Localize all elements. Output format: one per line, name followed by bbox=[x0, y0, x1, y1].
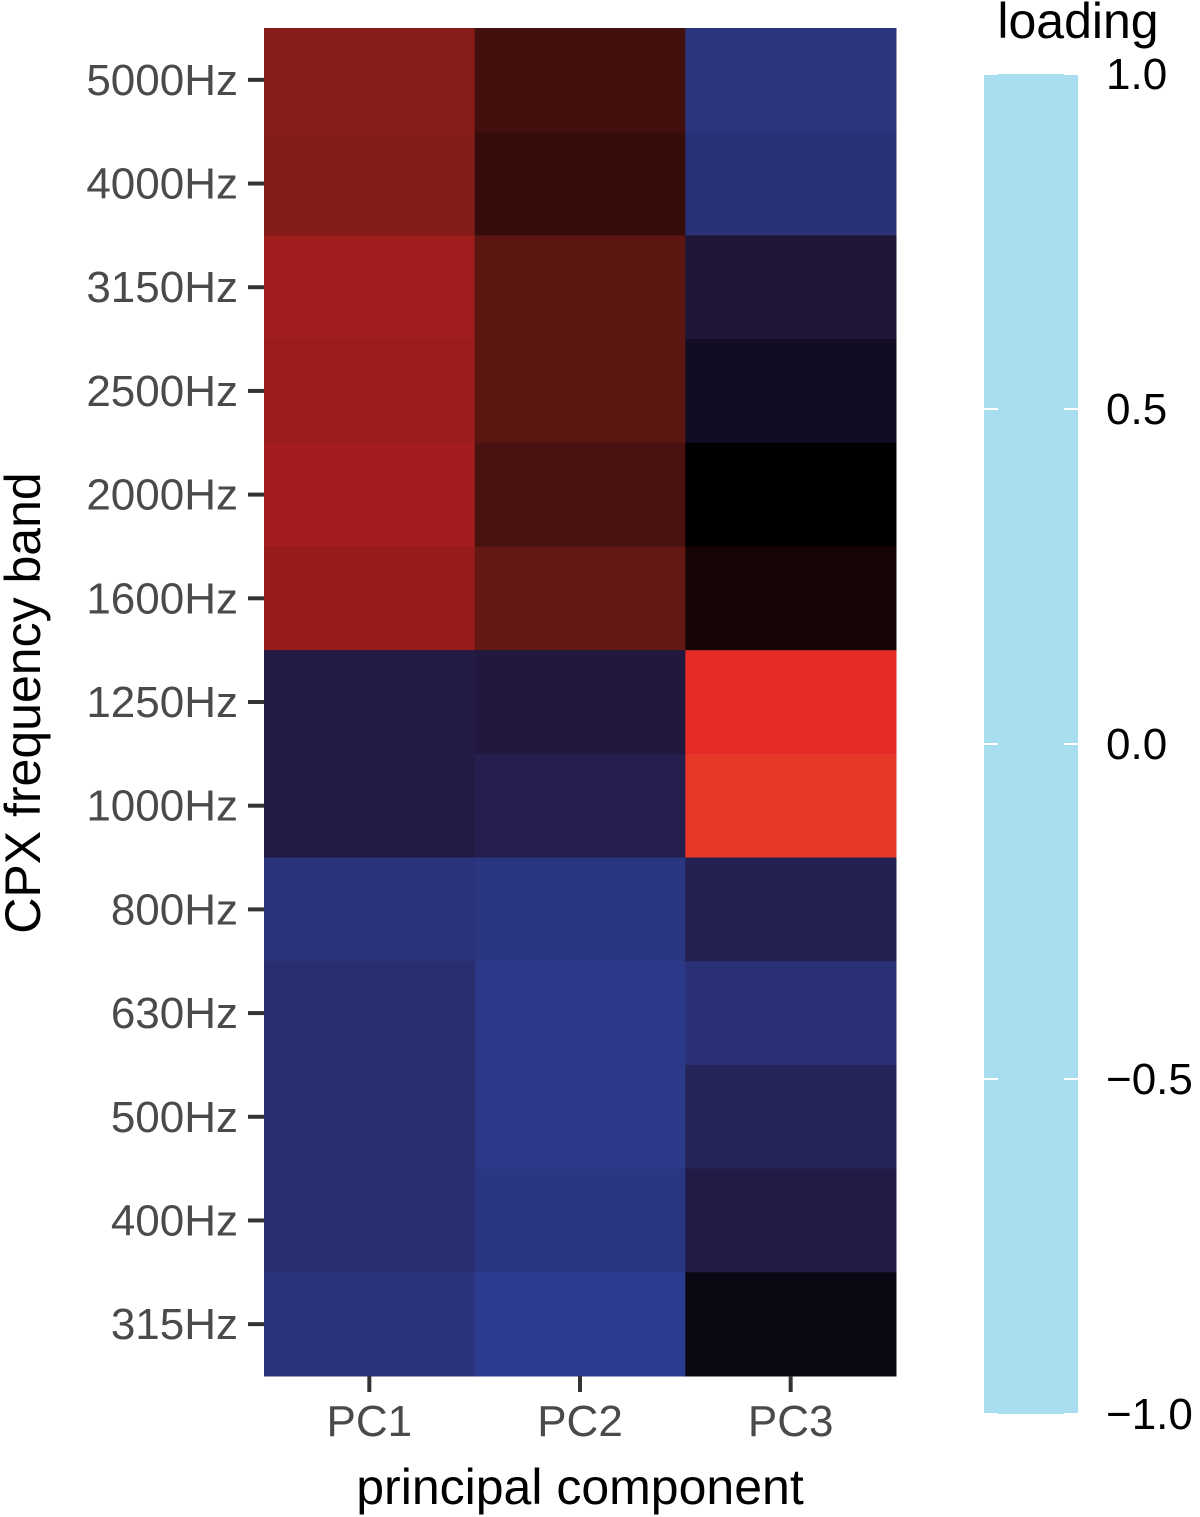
heatmap-cell bbox=[685, 1168, 897, 1273]
color-legend: loading 1.0 0.5 0.0 −0.5 −1.0 bbox=[984, 0, 1193, 1439]
heatmap-cell bbox=[264, 1272, 476, 1377]
heatmap-cell bbox=[474, 857, 686, 962]
legend-title: loading bbox=[997, 0, 1158, 49]
heatmap-cell bbox=[474, 1064, 686, 1170]
y-tick-label: 800Hz bbox=[111, 885, 238, 934]
x-axis: PC1 PC2 PC3 bbox=[327, 1376, 834, 1446]
y-tick-label: 3150Hz bbox=[86, 263, 238, 312]
heatmap-cell bbox=[685, 857, 897, 962]
heatmap-cell bbox=[685, 442, 897, 547]
y-tick-label: 500Hz bbox=[111, 1093, 238, 1142]
heatmap-cell bbox=[685, 961, 897, 1066]
y-tick-label: 1250Hz bbox=[86, 678, 238, 727]
heatmap-cell bbox=[264, 753, 476, 859]
heatmap-cell bbox=[264, 546, 476, 651]
heatmap-cell bbox=[264, 1064, 476, 1170]
heatmap-cell bbox=[474, 1272, 686, 1377]
heatmap-cell bbox=[474, 961, 686, 1066]
heatmap-cell bbox=[474, 650, 686, 755]
y-tick-label: 2000Hz bbox=[86, 471, 238, 520]
heatmap-cell bbox=[264, 339, 476, 444]
legend-tick-label: −0.5 bbox=[1106, 1055, 1193, 1104]
heatmap-cell bbox=[264, 650, 476, 755]
heatmap-cell bbox=[474, 546, 686, 651]
heatmap-cell bbox=[685, 339, 897, 444]
heatmap-cell bbox=[685, 235, 897, 340]
legend-tick-label: 0.5 bbox=[1106, 385, 1167, 434]
heatmap-cell bbox=[474, 235, 686, 340]
y-axis: 5000Hz 4000Hz 3150Hz 2500Hz 2000Hz 1600Hz 1250… bbox=[86, 56, 264, 1349]
heatmap-cell bbox=[685, 1064, 897, 1170]
x-tick-label: PC2 bbox=[537, 1397, 623, 1446]
heatmap-cell bbox=[474, 1168, 686, 1273]
heatmap-cell bbox=[685, 753, 897, 859]
y-axis-title: CPX frequency band bbox=[0, 472, 51, 933]
y-tick-label: 4000Hz bbox=[86, 160, 238, 209]
y-tick-label: 2500Hz bbox=[86, 367, 238, 416]
y-tick-label: 400Hz bbox=[111, 1196, 238, 1245]
legend-colorbar bbox=[984, 74, 1078, 1414]
heatmap-cells bbox=[264, 28, 897, 1377]
heatmap-cell bbox=[264, 235, 476, 340]
heatmap-cell bbox=[474, 28, 686, 133]
heatmap-cell bbox=[474, 442, 686, 547]
heatmap-cell bbox=[685, 131, 897, 236]
x-tick-label: PC3 bbox=[748, 1397, 834, 1446]
heatmap-cell bbox=[474, 339, 686, 444]
heatmap-cell bbox=[685, 650, 897, 755]
y-tick-label: 315Hz bbox=[111, 1300, 238, 1349]
heatmap-cell bbox=[474, 131, 686, 236]
legend-tick-label: 0.0 bbox=[1106, 720, 1167, 769]
heatmap-cell bbox=[264, 961, 476, 1066]
y-tick-label: 630Hz bbox=[111, 989, 238, 1038]
heatmap-cell bbox=[264, 1168, 476, 1273]
x-tick-label: PC1 bbox=[327, 1397, 413, 1446]
heatmap-cell bbox=[264, 28, 476, 133]
heatmap-cell bbox=[264, 442, 476, 547]
heatmap-cell bbox=[685, 546, 897, 651]
y-tick-label: 1000Hz bbox=[86, 782, 238, 831]
heatmap-cell bbox=[264, 857, 476, 962]
heatmap-cell bbox=[685, 28, 897, 133]
y-tick-label: 5000Hz bbox=[86, 56, 238, 105]
y-tick-label: 1600Hz bbox=[86, 574, 238, 623]
heatmap-cell bbox=[264, 131, 476, 236]
heatmap-cell bbox=[474, 753, 686, 859]
legend-tick-label: −1.0 bbox=[1106, 1390, 1193, 1439]
legend-tick-label: 1.0 bbox=[1106, 50, 1167, 99]
x-axis-title: principal component bbox=[356, 1459, 804, 1515]
heatmap-cell bbox=[685, 1272, 897, 1377]
